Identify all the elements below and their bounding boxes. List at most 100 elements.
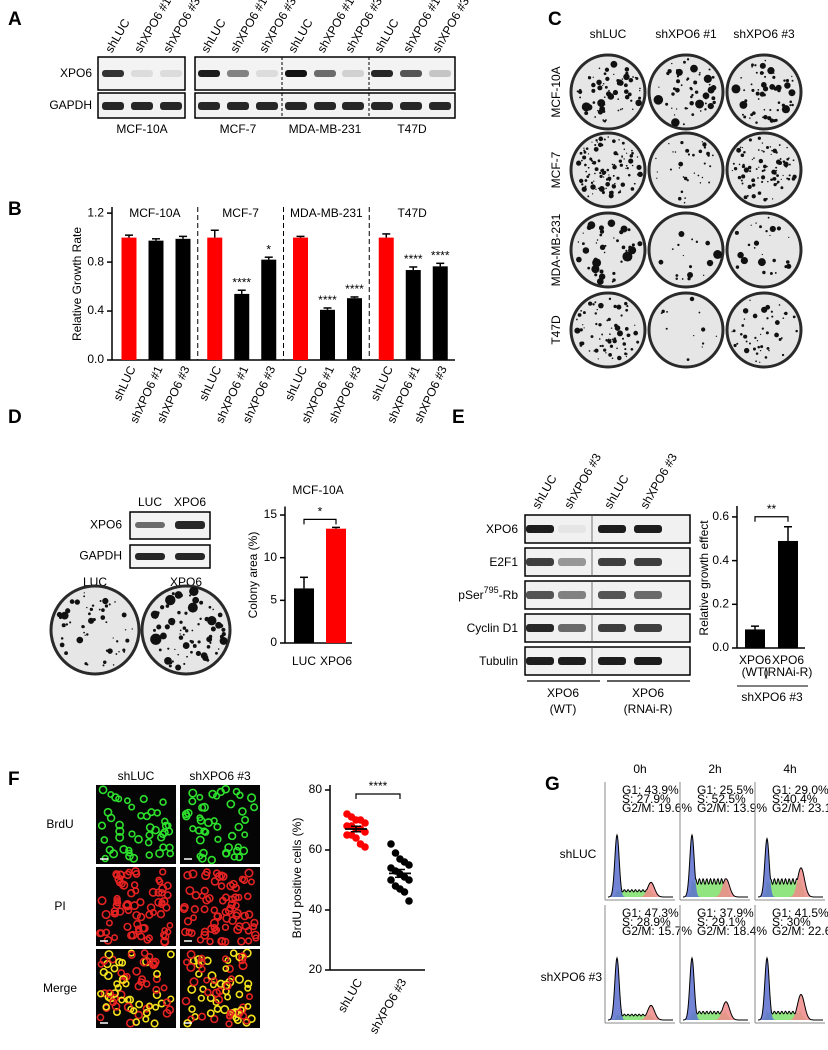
colony <box>596 308 598 311</box>
colony <box>761 180 764 183</box>
colony <box>589 157 593 161</box>
colony <box>690 95 693 99</box>
colony <box>592 303 595 306</box>
y-tick-label: 0.6 <box>712 509 729 523</box>
colony <box>581 186 587 192</box>
nucleus <box>250 918 259 927</box>
significance-bracket <box>355 793 401 799</box>
colony <box>603 72 607 76</box>
blot-band <box>102 102 124 110</box>
nucleus <box>251 930 260 940</box>
colony <box>613 304 617 309</box>
colony <box>581 183 584 186</box>
colony <box>766 165 768 168</box>
bar <box>261 259 277 360</box>
colony <box>588 301 593 306</box>
colony <box>694 90 699 94</box>
colony <box>101 608 105 612</box>
colony <box>165 604 170 608</box>
data-point <box>405 861 413 869</box>
colony <box>690 64 698 73</box>
colony <box>599 244 606 251</box>
colony <box>781 353 785 357</box>
colony <box>774 332 779 338</box>
blot-band <box>634 558 662 566</box>
colony <box>599 171 602 175</box>
colony <box>743 167 750 173</box>
colony <box>674 151 677 153</box>
nucleus <box>118 975 128 984</box>
colony <box>629 154 634 158</box>
colony <box>750 113 754 117</box>
colony <box>759 71 764 75</box>
colony <box>631 108 634 110</box>
colony <box>579 178 584 184</box>
colony <box>625 355 628 358</box>
colony <box>765 197 768 200</box>
colony <box>617 98 620 100</box>
row-label: MCF-10A <box>549 66 563 117</box>
colony <box>609 190 614 195</box>
significance-label: **** <box>232 275 251 289</box>
nucleus <box>226 881 236 891</box>
colony <box>624 348 627 351</box>
colony <box>671 107 673 109</box>
colony <box>749 299 751 301</box>
colony <box>219 636 228 645</box>
colony <box>580 159 583 162</box>
colony <box>608 180 611 182</box>
nucleus <box>233 1015 242 1025</box>
colony <box>160 632 167 640</box>
colony <box>750 83 753 86</box>
colony <box>597 358 599 360</box>
colony <box>594 273 598 277</box>
nucleus <box>250 923 258 931</box>
row-label: T47D <box>549 315 563 345</box>
colony <box>788 236 790 239</box>
colony <box>747 184 752 190</box>
colony <box>588 76 590 78</box>
bar <box>175 238 191 360</box>
y-tick-label: 40 <box>309 902 323 916</box>
colony <box>635 99 642 107</box>
blot-band <box>198 70 220 77</box>
colony <box>782 317 785 319</box>
histogram-g1 <box>758 838 823 897</box>
group-label: T47D <box>397 206 427 220</box>
colony <box>786 157 789 161</box>
colony <box>698 73 701 76</box>
nucleus <box>115 826 125 836</box>
group-label: MDA-MB-231 <box>290 206 363 220</box>
colony <box>713 250 723 259</box>
colony <box>695 240 699 243</box>
colony <box>695 99 704 109</box>
colony <box>772 75 776 79</box>
nucleus <box>221 955 230 963</box>
nucleus <box>226 904 235 913</box>
colony <box>156 611 160 615</box>
colony <box>636 173 640 176</box>
data-point <box>361 828 369 836</box>
colony <box>701 346 703 348</box>
nucleus <box>225 1020 233 1028</box>
colony <box>593 350 595 352</box>
colony <box>759 62 766 69</box>
colony <box>655 157 657 160</box>
colony <box>762 72 765 74</box>
colony <box>619 189 621 191</box>
colony <box>755 168 758 171</box>
blot-band <box>558 558 586 566</box>
colony <box>190 650 193 654</box>
nucleus <box>125 851 134 861</box>
colony <box>599 345 602 348</box>
nucleus <box>112 1008 121 1016</box>
nucleus <box>238 961 248 971</box>
colony <box>739 101 748 109</box>
nucleus <box>234 822 244 832</box>
nucleus <box>110 989 119 998</box>
colony <box>121 612 127 618</box>
colony <box>112 664 115 666</box>
colony <box>690 87 693 91</box>
colony <box>100 615 106 620</box>
colony <box>219 623 224 628</box>
